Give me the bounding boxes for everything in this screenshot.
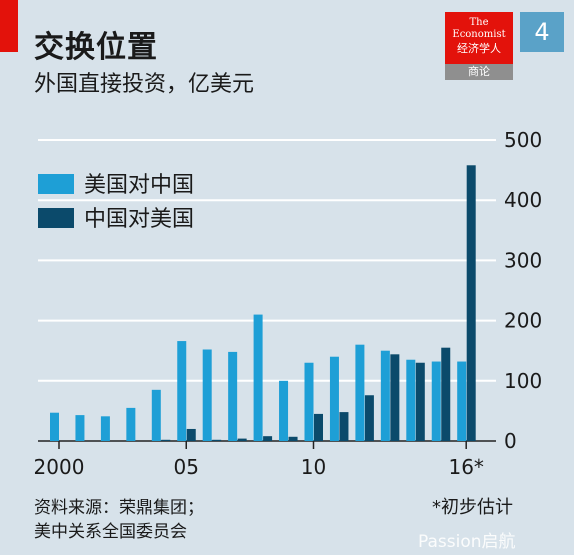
estimate-note: *初步估计 <box>432 497 513 518</box>
bar-us-to-china-2006 <box>202 349 212 441</box>
bar-us-to-china-2008 <box>253 314 263 441</box>
chart-title: 交换位置 <box>34 30 158 65</box>
bar-china-to-us-2004 <box>161 439 171 441</box>
bars <box>50 165 476 441</box>
bar-us-to-china-2004 <box>151 389 161 441</box>
bar-us-to-china-2005 <box>177 341 187 441</box>
logo-red-block: The Economist 经济学人 <box>445 12 513 64</box>
x-tick-labels: 2000 05 10 16* <box>34 441 484 479</box>
legend-swatch <box>38 208 74 228</box>
bar-us-to-china-2010 <box>304 362 314 441</box>
y-tick-label: 500 <box>504 128 542 152</box>
source-line-1: 资料来源：荣鼎集团； <box>34 498 204 518</box>
bar-china-to-us-2016 <box>466 165 476 441</box>
bar-us-to-china-2003 <box>126 407 136 441</box>
bar-china-to-us-2012 <box>364 395 374 441</box>
bar-us-to-china-2002 <box>100 416 110 441</box>
bar-us-to-china-2000 <box>50 412 59 441</box>
logo-sub: 商论 <box>445 64 513 80</box>
page-number-badge: 4 <box>520 12 564 52</box>
bar-us-to-china-2001 <box>75 415 85 441</box>
bar-china-to-us-2014 <box>415 362 425 441</box>
accent-tab <box>0 0 18 52</box>
y-tick-labels: 0 100 200 300 400 500 <box>504 128 542 453</box>
bar-china-to-us-2009 <box>288 436 298 441</box>
x-tick-label: 05 <box>174 455 199 479</box>
logo-line-1: The <box>469 17 489 28</box>
y-tick-label: 0 <box>504 429 517 453</box>
chart-subtitle: 外国直接投资，亿美元 <box>34 72 255 97</box>
legend-label: 美国对中国 <box>84 173 194 198</box>
bar-us-to-china-2007 <box>228 351 238 441</box>
bar-china-to-us-2007 <box>237 438 247 441</box>
bar-china-to-us-2005 <box>186 428 196 441</box>
logo-line-3: 经济学人 <box>457 42 501 55</box>
legend-label: 中国对美国 <box>84 207 194 232</box>
legend-swatch <box>38 174 74 194</box>
source-line-2: 美中关系全国委员会 <box>34 522 187 542</box>
y-tick-label: 400 <box>504 188 542 212</box>
bar-china-to-us-2011 <box>339 412 349 441</box>
bar-china-to-us-2006 <box>212 439 222 441</box>
y-tick-label: 300 <box>504 248 542 272</box>
x-tick-label: 16* <box>448 455 483 479</box>
y-tick-label: 100 <box>504 369 542 393</box>
source-note: 资料来源：荣鼎集团； 美中关系全国委员会 <box>34 496 204 544</box>
bar-us-to-china-2015 <box>431 361 441 441</box>
bar-china-to-us-2013 <box>390 354 400 441</box>
bar-us-to-china-2016 <box>457 361 467 441</box>
bar-us-to-china-2009 <box>279 380 289 441</box>
economist-logo: The Economist 经济学人 商论 <box>445 12 513 80</box>
bar-us-to-china-2013 <box>380 350 390 441</box>
bar-china-to-us-2008 <box>263 436 273 441</box>
y-tick-label: 200 <box>504 309 542 333</box>
bar-china-to-us-2015 <box>441 347 451 441</box>
watermark: Passion启航 <box>418 532 516 552</box>
logo-line-2: Economist <box>452 29 506 40</box>
bar-us-to-china-2014 <box>406 359 416 441</box>
bar-china-to-us-2010 <box>314 413 323 441</box>
bar-us-to-china-2011 <box>329 356 339 441</box>
x-tick-label: 10 <box>301 455 326 479</box>
bar-us-to-china-2012 <box>355 344 365 441</box>
x-tick-label: 2000 <box>34 455 85 479</box>
